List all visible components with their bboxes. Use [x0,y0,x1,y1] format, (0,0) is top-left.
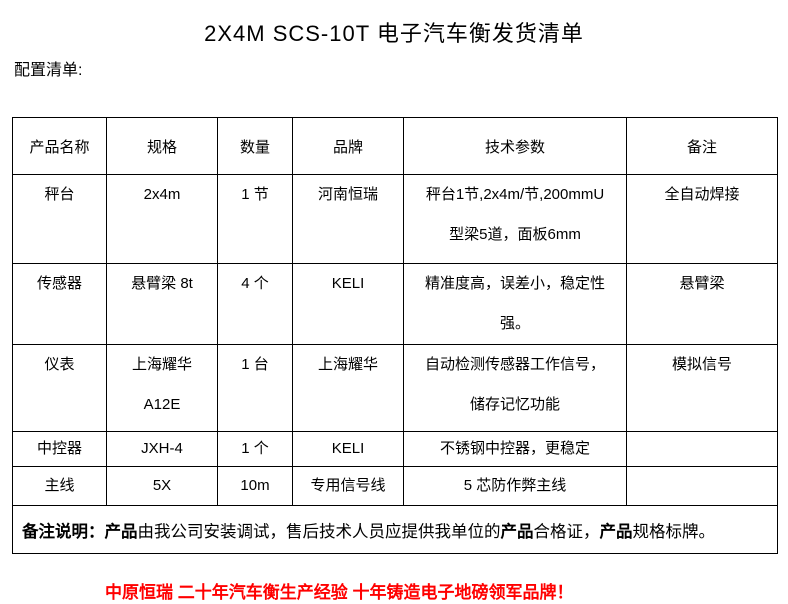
document-title: 2X4M SCS-10T 电子汽车衡发货清单 [204,21,584,46]
shipping-list-table: 产品名称 规格 数量 品牌 技术参数 备注 秤台 2x4m 1 节 河南恒瑞 秤… [12,117,778,554]
cell-product: 秤台 [12,174,107,264]
cell-quantity: 1 节 [217,174,293,264]
remark-label: 备注说明： [22,522,105,541]
cell-tech-params: 秤台1节,2x4m/节,200mmU 型梁5道，面板6mm [403,174,627,264]
brand-slogan: 中原恒瑞 二十年汽车衡生产经验 十年铸造电子地磅领军品牌！ [105,583,574,602]
remark-segment: 产品 [599,522,633,541]
cell-tech-params: 5 芯防作弊主线 [403,466,627,506]
remark-segment: 由我公司安装调试，售后技术人员应提供我单位的 [137,522,501,541]
cell-note [626,466,778,506]
cell-product: 传感器 [12,263,107,345]
header-product-name: 产品名称 [12,117,107,175]
header-tech-params: 技术参数 [403,117,627,175]
remark-segment: 规格标牌。 [632,522,716,541]
cell-product: 仪表 [12,344,107,432]
cell-spec: 悬臂梁 8t [106,263,218,345]
cell-tech-params: 不锈钢中控器，更稳定 [403,431,627,467]
cell-quantity: 1 台 [217,344,293,432]
table-row-scale-platform: 秤台 2x4m 1 节 河南恒瑞 秤台1节,2x4m/节,200mmU 型梁5道… [12,174,778,264]
cell-brand: KELI [292,263,404,345]
table-remark-row: 备注说明：产品由我公司安装调试，售后技术人员应提供我单位的产品合格证，产品规格标… [12,505,778,554]
table-header-row: 产品名称 规格 数量 品牌 技术参数 备注 [12,117,778,175]
cell-quantity: 4 个 [217,263,293,345]
cell-brand: 河南恒瑞 [292,174,404,264]
table-row-sensor: 传感器 悬臂梁 8t 4 个 KELI 精准度高，误差小，稳定性 强。 悬臂梁 [12,263,778,345]
cell-note [626,431,778,467]
header-brand: 品牌 [292,117,404,175]
table-row-indicator: 仪表 上海耀华 A12E 1 台 上海耀华 自动检测传感器工作信号， 储存记忆功… [12,344,778,432]
remark-text: 备注说明：产品由我公司安装调试，售后技术人员应提供我单位的产品合格证，产品规格标… [12,505,778,554]
cell-spec: JXH-4 [106,431,218,467]
cell-product: 主线 [12,466,107,506]
remark-segment: 产品 [104,522,138,541]
table-row-junction-box: 中控器 JXH-4 1 个 KELI 不锈钢中控器，更稳定 [12,431,778,467]
cell-product: 中控器 [12,431,107,467]
cell-brand: KELI [292,431,404,467]
header-note: 备注 [626,117,778,175]
remark-segment: 合格证， [533,522,600,541]
table-row-main-cable: 主线 5X 10m 专用信号线 5 芯防作弊主线 [12,466,778,506]
cell-quantity: 1 个 [217,431,293,467]
cell-spec: 上海耀华 A12E [106,344,218,432]
section-label-config-list: 配置清单: [14,62,83,79]
cell-spec: 2x4m [106,174,218,264]
header-spec: 规格 [106,117,218,175]
cell-note: 模拟信号 [626,344,778,432]
cell-note: 全自动焊接 [626,174,778,264]
cell-tech-params: 自动检测传感器工作信号， 储存记忆功能 [403,344,627,432]
cell-brand: 专用信号线 [292,466,404,506]
cell-note: 悬臂梁 [626,263,778,345]
cell-brand: 上海耀华 [292,344,404,432]
cell-tech-params: 精准度高，误差小，稳定性 强。 [403,263,627,345]
cell-quantity: 10m [217,466,293,506]
cell-spec: 5X [106,466,218,506]
remark-segment: 产品 [500,522,534,541]
header-quantity: 数量 [217,117,293,175]
